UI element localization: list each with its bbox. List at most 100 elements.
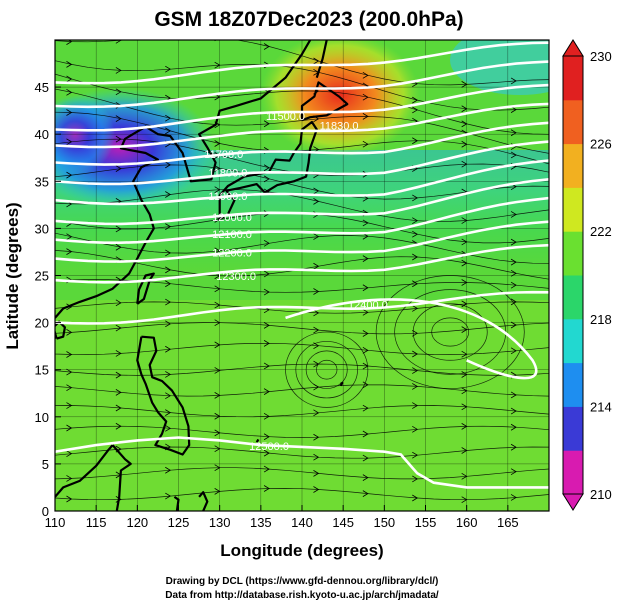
wind-arrow: [165, 40, 166, 41]
wind-arrow: [461, 81, 468, 88]
streamline: [55, 60, 549, 111]
wind-arrow: [313, 233, 320, 240]
contour-label: 12200.0: [212, 248, 252, 260]
wind-arrow: [313, 198, 320, 205]
wind-arrow: [510, 281, 517, 289]
eddy-streamline: [431, 317, 470, 347]
wind-arrow: [214, 140, 221, 147]
wind-arrow: [165, 392, 172, 400]
colorbar-label: 210: [590, 487, 612, 502]
wind-arrow: [461, 472, 468, 480]
wind-arrow: [165, 371, 172, 378]
wind-arrow: [263, 388, 270, 395]
wind-arrow: [362, 490, 369, 497]
wind-arrow: [214, 488, 221, 495]
wind-arrow: [510, 468, 517, 476]
wind-arrow: [214, 445, 221, 453]
wind-arrow: [362, 140, 369, 148]
coastline: [55, 40, 312, 319]
wind-arrow: [214, 165, 221, 172]
wind-arrow: [263, 120, 270, 128]
y-axis-ticks: 0 5 10 15 20 25 30 35 40 45: [35, 80, 61, 519]
x-tick-label: 120: [126, 515, 148, 530]
wind-arrow: [510, 347, 517, 355]
wind-arrow: [263, 433, 270, 441]
wind-arrow: [362, 474, 369, 481]
streamline: [55, 88, 549, 154]
wind-arrow: [461, 140, 468, 148]
wind-arrow: [115, 88, 122, 96]
wind-arrow: [115, 67, 122, 74]
wind-arrow: [461, 447, 468, 454]
wind-arrow: [412, 253, 419, 261]
colorbar-label: 218: [590, 312, 612, 327]
wind-arrow: [66, 138, 73, 146]
wind-arrow: [461, 423, 468, 430]
streamline: [55, 322, 549, 335]
wind-arrow: [461, 403, 468, 411]
x-tick-label: 125: [168, 515, 190, 530]
streamline: [55, 73, 549, 135]
contour-label: 12300.0: [216, 271, 256, 283]
contour-label: 11800.0: [208, 168, 247, 180]
wind-arrow: [214, 186, 221, 194]
coastline: [300, 81, 349, 122]
wind-arrow: [461, 496, 468, 504]
wind-arrow: [165, 298, 172, 306]
x-tick-label: 145: [332, 515, 354, 530]
wind-arrow: [510, 298, 517, 306]
coastline: [339, 381, 344, 387]
chart-title: GSM 18Z07Dec2023 (200.0hPa): [154, 8, 463, 31]
y-tick-label: 15: [35, 363, 49, 378]
wind-arrow: [263, 362, 270, 370]
eddy-streamline: [295, 341, 358, 399]
wind-arrow: [461, 387, 468, 395]
wind-arrow: [214, 319, 221, 327]
wind-arrow: [115, 404, 122, 412]
y-tick-label: 0: [42, 504, 49, 519]
colorbar-swatch: [563, 56, 583, 101]
wind-arrow: [165, 409, 172, 416]
wind-arrow: [510, 238, 517, 246]
y-tick-label: 5: [42, 457, 49, 472]
y-tick-label: 10: [35, 410, 49, 425]
wind-arrow: [115, 135, 122, 143]
wind-arrow: [263, 164, 270, 172]
wind-arrow: [165, 191, 172, 198]
wind-arrow: [412, 280, 419, 288]
streamline: [55, 189, 549, 222]
wind-arrow: [510, 443, 517, 451]
wind-arrow: [214, 301, 221, 309]
coastlines: [55, 40, 349, 511]
contour-label: 11500.0: [266, 111, 305, 123]
wind-arrow: [362, 308, 369, 316]
wind-arrow: [313, 288, 320, 295]
wind-arrow: [362, 404, 369, 412]
streamline: [55, 488, 549, 501]
wind-arrow: [214, 285, 221, 293]
wind-arrow: [313, 57, 320, 65]
colorbar-label: 226: [590, 137, 612, 152]
wind-arrow: [115, 225, 122, 233]
streamline: [55, 467, 549, 480]
coastline: [255, 438, 260, 443]
height-contour: [55, 178, 549, 226]
wind-arrow: [263, 43, 270, 50]
wind-arrow: [263, 322, 270, 329]
x-axis-label: Longitude (degrees): [220, 541, 383, 560]
wind-arrow: [412, 137, 419, 145]
y-tick-label: 25: [35, 269, 49, 284]
wind-arrow: [313, 309, 320, 317]
height-contour: [55, 41, 549, 85]
wind-arrow: [165, 466, 172, 474]
contour-label: 11700.0: [204, 149, 243, 161]
wind-arrow: [510, 129, 517, 137]
y-tick-label: 20: [35, 316, 49, 331]
wind-arrow: [66, 248, 73, 255]
height-contour: [55, 220, 549, 263]
wind-arrow: [115, 371, 122, 379]
x-axis-ticks: 110 115 120 125 130 135 140 145 150 155 160 165: [45, 505, 519, 530]
eddy-streamline: [305, 350, 348, 389]
wind-arrow: [115, 165, 122, 172]
colorbar-frame: [562, 55, 584, 495]
